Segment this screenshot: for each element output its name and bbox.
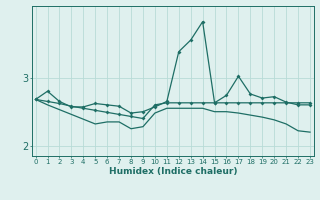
X-axis label: Humidex (Indice chaleur): Humidex (Indice chaleur) <box>108 167 237 176</box>
